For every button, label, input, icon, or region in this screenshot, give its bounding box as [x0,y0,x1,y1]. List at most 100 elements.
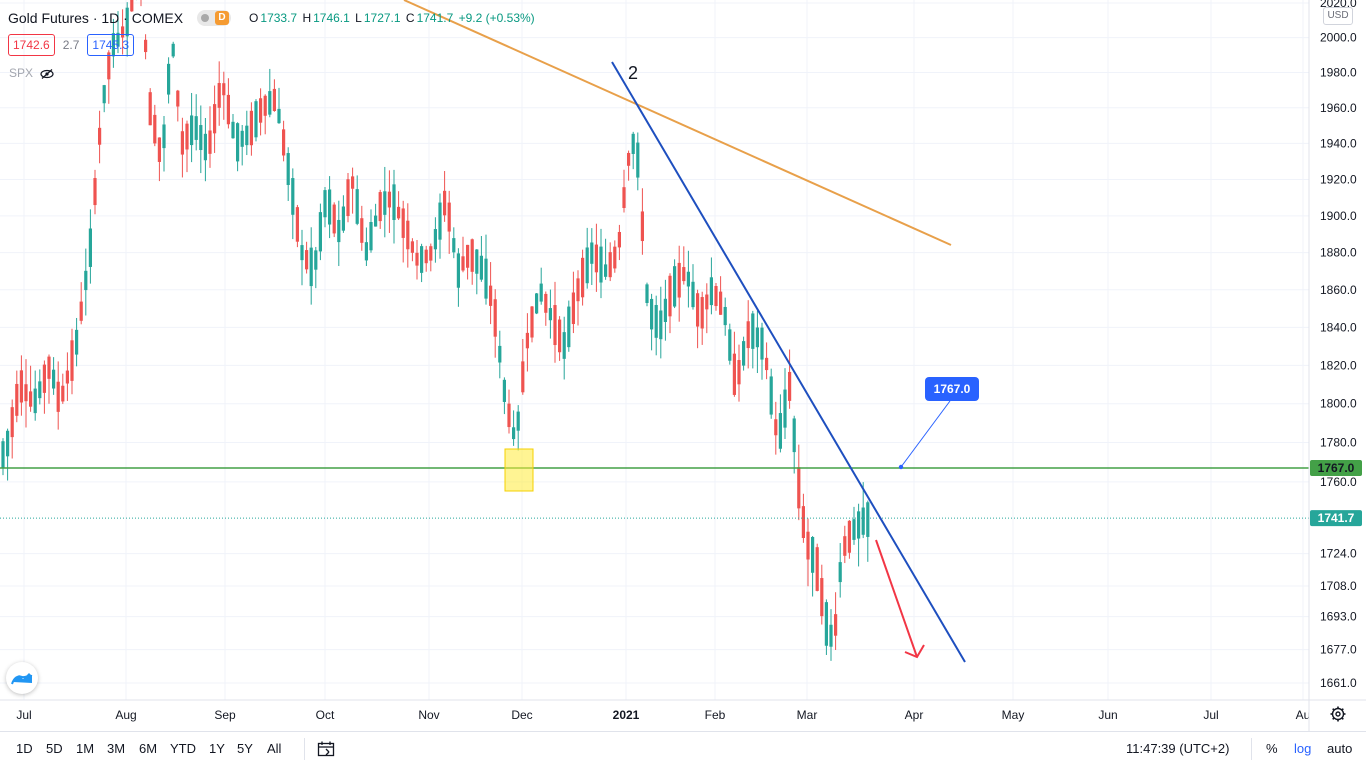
price-chart[interactable]: 1767.0 1741.7 2 1767.0 Jul Aug Sep Oct Nov Dec 20… [0,0,1366,731]
price-tick-label: 1693.0 [1320,610,1357,624]
candle-body [337,219,341,243]
candle-body [604,264,608,277]
range-all[interactable]: All [267,741,282,756]
bottom-toolbar: 1D 5D 1M 3M 6M YTD 1Y 5Y All 11:47:39 (U… [0,731,1366,768]
currency-label[interactable]: USD [1323,7,1353,25]
candle-body [792,418,796,453]
range-5d[interactable]: 5D [46,741,63,756]
last-price-tag [1310,510,1362,527]
candle-body [769,376,773,415]
candle-body [360,218,364,243]
candle-body [318,212,322,252]
toolbar-divider [1251,738,1252,760]
candle-body [84,270,88,291]
candle-body [548,308,552,321]
candle-body [723,306,727,326]
range-ytd[interactable]: YTD [170,741,196,756]
candle-body [190,115,194,146]
candle-body [525,332,529,349]
candle-body [709,277,713,306]
candle-body [521,361,525,393]
grid [0,0,1309,700]
ohlc-values: O 1733.7 H 1746.1 L 1727.1 C 1741.7 +9.2 (+0… [249,11,537,25]
candle-body [663,298,667,323]
candle-body [6,430,10,457]
candle-body [406,220,410,250]
range-1y[interactable]: 1Y [209,741,225,756]
tradingview-logo-icon[interactable] [6,662,38,694]
candle-body [843,536,847,556]
compare-symbol-label[interactable]: SPX [9,66,34,80]
candle-body [277,108,281,124]
callout-anchor [898,464,904,470]
log-scale-toggle[interactable]: log [1294,741,1312,756]
candle-body [686,271,690,287]
status-dot-icon [201,14,210,22]
candle-body [355,189,359,224]
range-1d[interactable]: 1D [16,741,33,756]
price-tick-label: 1780.0 [1320,436,1357,450]
candle-body [696,293,700,327]
range-5y[interactable]: 5Y [237,741,253,756]
candle-body [194,116,198,140]
candle-body [857,511,861,539]
candle-body [447,202,451,232]
candle-body [130,0,134,12]
toolbar-divider [304,738,305,760]
clock[interactable]: 11:47:39 (UTC+2) [1126,741,1230,756]
buy-button[interactable]: 1745.3 [87,34,135,56]
range-6m[interactable]: 6M [139,741,158,756]
data-status-badge[interactable]: D [197,10,232,26]
candle-body [98,127,102,145]
candle-body [705,294,709,310]
candle-body [429,246,433,261]
time-tick-label: Jul [1203,708,1218,722]
candle-body [507,403,511,428]
candle-body [263,95,267,116]
candle-body [213,104,217,134]
bid-ask: 1742.6 2.7 1745.3 [8,34,135,56]
candle-body [56,381,60,412]
time-tick-label: Feb [705,708,726,722]
candle-body [829,624,833,647]
price-tick-label: 1840.0 [1320,320,1357,334]
candle-body [415,252,419,266]
candle-body [815,547,819,591]
candle-body [516,411,520,431]
delayed-badge: D [215,11,230,25]
candle-body [171,43,175,57]
candle-body [65,370,69,384]
candle-body [530,306,534,338]
time-tick-label: 2021 [613,708,640,722]
candle-body [167,63,171,95]
auto-scale-toggle[interactable]: auto [1327,741,1353,756]
range-1m[interactable]: 1M [76,741,95,756]
spread-value: 2.7 [62,38,80,52]
sell-button[interactable]: 1742.6 [8,34,55,56]
open-value: 1733.7 [260,11,298,25]
candle-body [539,283,543,302]
percent-scale-toggle[interactable]: % [1266,741,1278,756]
date-range-icon[interactable] [317,741,335,762]
range-3m[interactable]: 3M [107,741,126,756]
candle-body [581,257,585,298]
candle-body [797,467,801,509]
candle-body [838,562,842,583]
candle-body [397,206,401,219]
candle-body [479,255,483,280]
candle-body [512,427,516,440]
candle-body [144,39,148,53]
hidden-eye-icon[interactable] [40,68,54,79]
price-tick-label: 1880.0 [1320,246,1357,260]
price-tick-label: 1760.0 [1320,475,1357,489]
symbol-title[interactable]: Gold Futures · 1D · COMEX [8,10,184,26]
candle-body [760,327,764,360]
candle-body [585,247,589,284]
settings-gear-icon[interactable] [1330,706,1346,722]
candle-body [700,297,704,329]
time-tick-label: Oct [316,708,335,722]
high-label: H [302,11,312,25]
candle-body [613,246,617,269]
candle-body [249,110,253,146]
red-arrow-shaft [875,539,918,658]
